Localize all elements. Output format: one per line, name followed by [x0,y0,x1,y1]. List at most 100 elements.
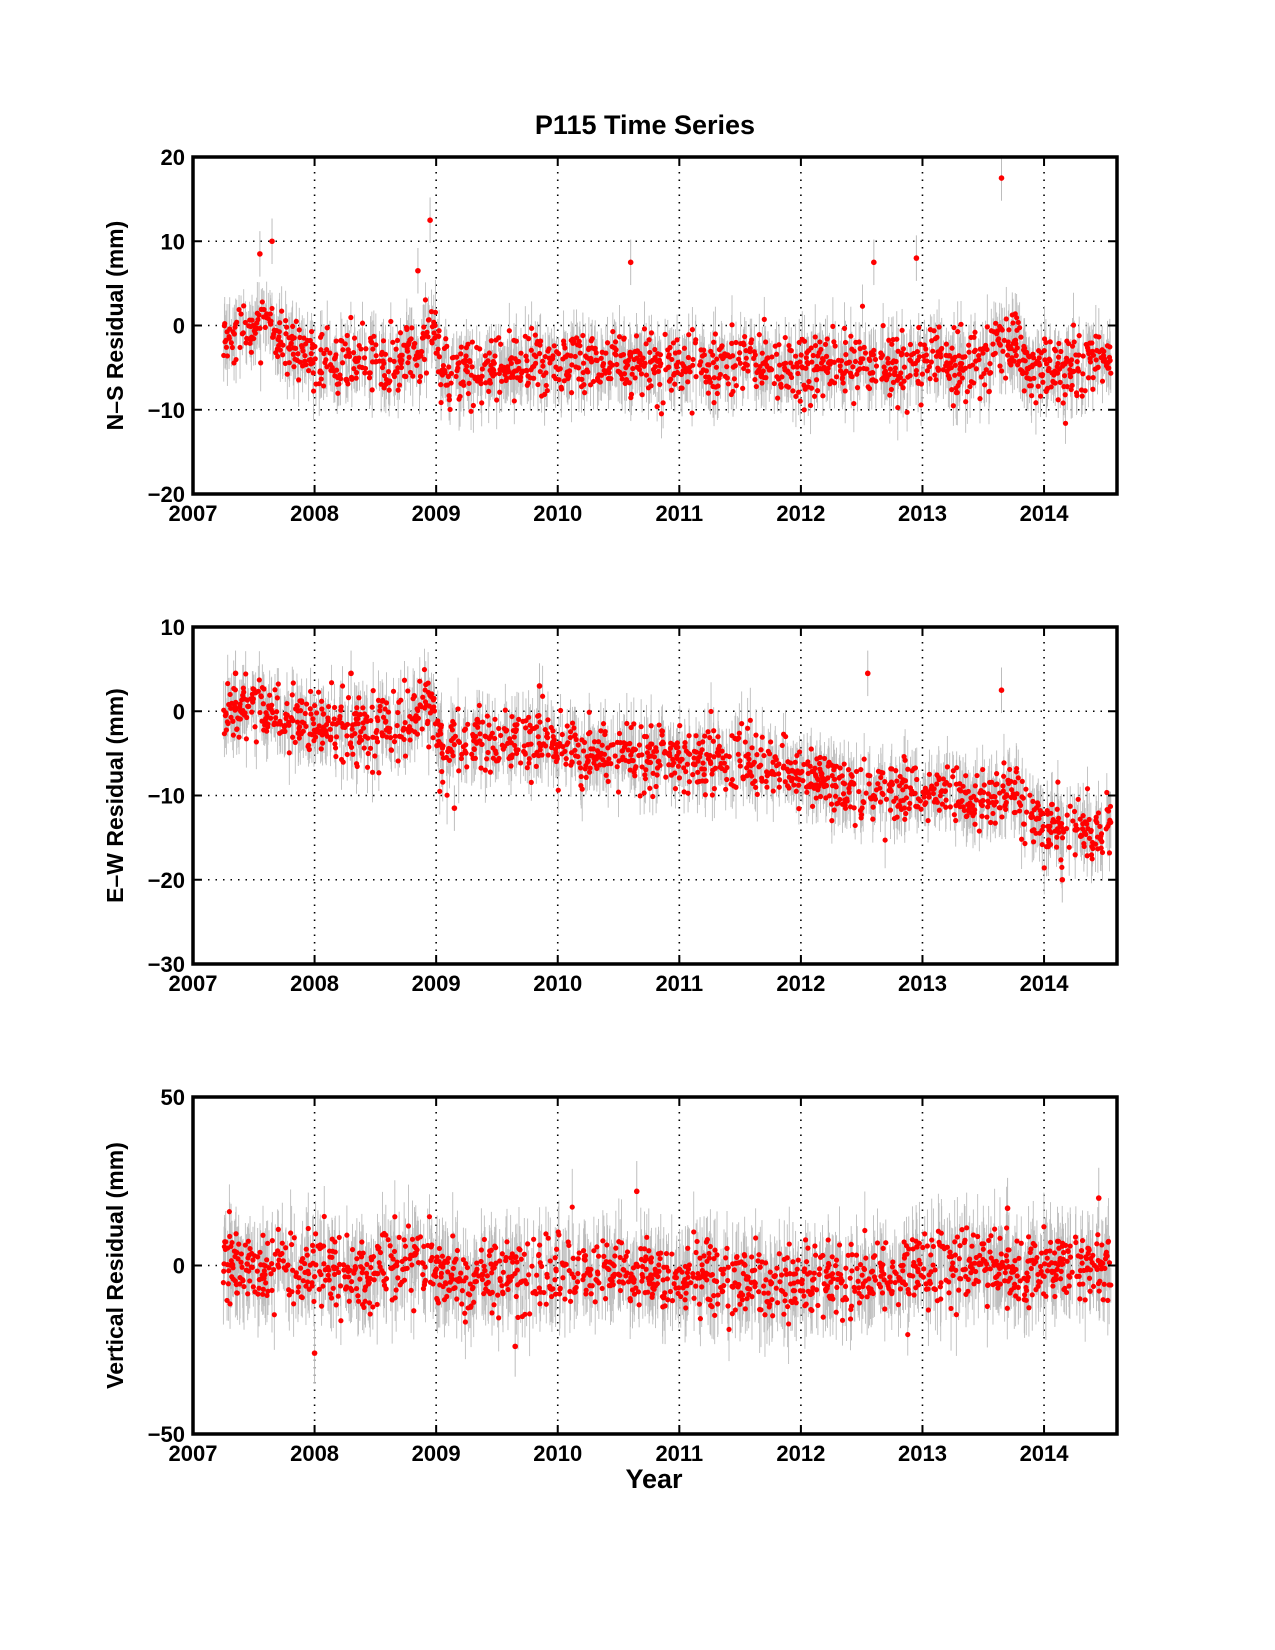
ns-data-point [491,367,497,373]
ns-data-point [446,393,452,399]
ns-data-point [823,353,830,359]
ns-data-point [900,346,907,352]
ns-data-point [972,347,978,353]
ew-data-point [234,726,240,732]
ns-data-point [857,346,863,352]
ns-data-point [669,356,675,363]
ns-data-point [580,332,586,339]
ew-data-point [653,783,659,790]
ew-data-point [545,752,551,758]
ew-data-point [770,788,776,794]
ew-data-point [319,732,325,738]
ew-data-point [754,752,760,758]
ns-data-point [429,340,435,346]
ew-data-point [545,735,551,741]
ns-data-point [687,369,693,375]
ns-data-point [492,353,498,359]
ns-data-point [1033,400,1039,406]
ns-data-point [540,363,546,369]
figure-title: P115 Time Series [535,110,755,140]
ns-outlier-point [998,175,1005,181]
ew-data-point [273,715,279,721]
ew-data-point [671,760,677,766]
ns-data-point [952,354,958,360]
ns-data-point [921,342,928,348]
ew-data-point [236,734,242,740]
ns-data-point [1047,339,1053,345]
ns-data-point [362,365,369,372]
ew-data-point [656,758,662,764]
ew-data-point [772,771,778,778]
ew-data-point [540,693,546,699]
ns-data-points [221,175,1114,426]
ns-data-point [675,359,681,365]
ew-data-point [459,751,465,757]
ns-data-point [391,358,397,365]
ew-data-point [485,749,491,756]
ns-data-point [658,411,665,417]
ew-data-point [380,714,387,720]
ns-data-point [532,332,538,338]
ew-data-point [319,706,325,712]
ew-data-point [440,779,446,785]
ns-data-point [795,370,801,377]
ns-data-point [470,402,476,409]
ew-data-point [601,751,608,757]
ns-data-point [388,318,394,325]
ns-x-tick-label: 2008 [290,501,339,526]
ew-data-point [642,772,648,778]
ns-data-point [231,331,237,337]
ew-data-point [594,765,600,772]
ns-data-point [571,339,577,345]
ew-data-point [311,702,318,709]
ns-data-point [970,362,976,368]
ew-data-point [564,723,570,729]
ew-data-point [641,790,647,796]
ew-data-point [340,759,346,765]
ns-data-point [736,356,742,362]
ns-data-point [619,376,625,382]
ns-data-point [589,336,595,342]
ns-data-point [1107,357,1113,364]
ns-data-point [959,375,965,381]
ns-data-point [873,363,880,369]
ew-data-point [257,709,263,716]
ew-data-point [776,771,782,777]
ns-data-point [824,369,831,376]
ns-data-point [849,373,855,380]
ew-data-point [745,751,751,757]
ew-data-point [296,735,302,741]
ns-data-point [264,311,270,317]
ns-data-point [1005,352,1011,358]
ns-data-point [569,362,575,368]
ew-data-point [586,709,592,715]
ew-data-point [753,732,759,738]
ew-data-point [752,778,758,784]
ew-data-point [439,750,445,757]
ew-data-point [701,766,707,772]
ew-data-point [693,733,699,739]
ew-data-point [711,754,717,760]
ew-data-point [793,788,799,794]
ns-data-point [917,341,924,347]
ns-data-point [806,378,812,385]
ns-data-point [740,385,746,391]
ns-data-point [924,368,931,374]
ew-data-point [307,706,313,712]
ew-data-point [492,735,498,742]
ns-data-point [901,378,907,384]
ns-data-point [399,357,405,363]
ns-data-point [557,366,563,372]
ns-data-point [320,383,327,389]
ns-data-point [711,400,717,406]
ns-data-point [309,328,315,335]
ew-data-point [528,741,534,747]
ew-data-point [391,739,398,745]
ew-data-point [703,778,709,784]
ew-data-point [716,752,722,758]
ns-data-point [724,375,730,381]
ns-data-point [540,358,546,364]
ew-data-point [657,762,663,768]
ew-data-point [761,752,767,759]
ew-data-point [383,718,389,724]
